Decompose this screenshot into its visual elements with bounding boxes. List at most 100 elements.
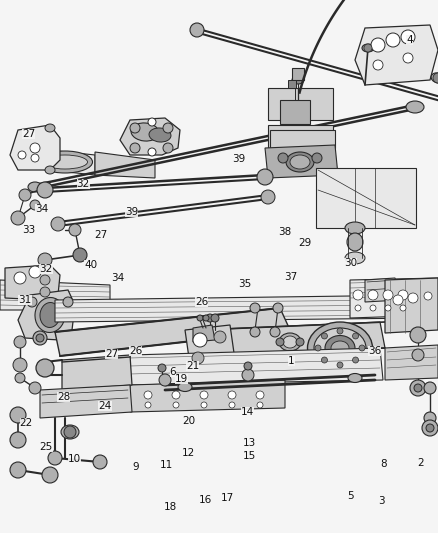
Text: 27: 27 [94,230,107,239]
Text: 40: 40 [84,261,97,270]
Polygon shape [355,25,438,85]
Bar [292,68,304,80]
Polygon shape [18,290,75,340]
Ellipse shape [13,358,27,372]
Ellipse shape [398,290,408,300]
Ellipse shape [63,297,73,307]
Ellipse shape [61,425,79,439]
Ellipse shape [36,334,44,342]
Text: 15: 15 [243,451,256,461]
Polygon shape [120,118,180,155]
Ellipse shape [283,336,297,348]
Polygon shape [385,345,438,380]
Polygon shape [0,280,110,310]
Text: 29: 29 [298,238,311,247]
Text: 18: 18 [164,503,177,512]
Ellipse shape [393,295,403,305]
Ellipse shape [286,152,314,172]
Ellipse shape [29,266,41,278]
Ellipse shape [347,233,363,251]
Ellipse shape [35,297,65,333]
Ellipse shape [345,222,365,234]
Ellipse shape [353,290,363,300]
Ellipse shape [373,60,383,70]
Ellipse shape [27,297,37,307]
Text: 1: 1 [288,357,295,366]
Ellipse shape [250,327,260,337]
Polygon shape [30,148,95,175]
Ellipse shape [261,190,275,204]
Ellipse shape [19,189,31,201]
Ellipse shape [206,314,214,322]
Ellipse shape [10,432,26,448]
Polygon shape [265,145,338,178]
Ellipse shape [408,293,418,303]
Ellipse shape [433,73,438,83]
Ellipse shape [364,44,372,52]
Ellipse shape [15,373,25,383]
Ellipse shape [314,328,366,368]
Polygon shape [62,355,132,390]
Ellipse shape [130,123,140,133]
Text: 26: 26 [129,346,142,356]
Ellipse shape [270,327,280,337]
Ellipse shape [51,217,65,231]
Ellipse shape [159,374,171,386]
Ellipse shape [40,303,60,327]
Ellipse shape [158,364,166,372]
Bar [268,125,333,160]
Text: 2: 2 [417,458,424,468]
Ellipse shape [256,391,264,399]
Ellipse shape [276,338,284,346]
Bar [268,88,333,120]
Ellipse shape [163,123,173,133]
Ellipse shape [279,333,301,351]
Ellipse shape [173,402,179,408]
Text: 16: 16 [198,495,212,505]
Ellipse shape [14,336,26,348]
Ellipse shape [18,151,26,159]
Text: 32: 32 [77,180,90,189]
Text: 27: 27 [105,350,118,359]
Text: 36: 36 [368,346,381,356]
Ellipse shape [48,451,62,465]
Ellipse shape [172,391,180,399]
Ellipse shape [362,44,374,52]
Polygon shape [55,308,290,356]
Text: 26: 26 [195,297,208,307]
Text: 27: 27 [22,130,35,139]
Text: 30: 30 [344,259,357,268]
Ellipse shape [145,402,151,408]
Ellipse shape [257,169,273,185]
Ellipse shape [242,369,254,381]
Text: 4: 4 [406,35,413,45]
Ellipse shape [348,374,362,383]
Text: 22: 22 [20,418,33,427]
Ellipse shape [193,333,207,347]
Text: 9: 9 [132,462,139,472]
Ellipse shape [312,153,322,163]
Bar [270,130,335,148]
Text: 39: 39 [232,155,245,164]
Text: 17: 17 [221,494,234,503]
Ellipse shape [148,148,156,156]
Ellipse shape [148,118,156,126]
Ellipse shape [410,380,426,396]
Ellipse shape [192,352,204,364]
Ellipse shape [11,211,25,225]
Ellipse shape [29,382,41,394]
Text: 19: 19 [175,375,188,384]
Ellipse shape [69,224,81,236]
Ellipse shape [426,424,434,432]
Polygon shape [350,278,438,318]
Polygon shape [95,152,155,178]
Ellipse shape [190,23,204,37]
Ellipse shape [370,305,376,311]
Ellipse shape [401,30,415,44]
Ellipse shape [42,467,58,483]
Ellipse shape [40,287,50,297]
Ellipse shape [331,341,349,355]
Ellipse shape [368,290,378,300]
Ellipse shape [431,73,438,83]
Text: 38: 38 [278,228,291,237]
